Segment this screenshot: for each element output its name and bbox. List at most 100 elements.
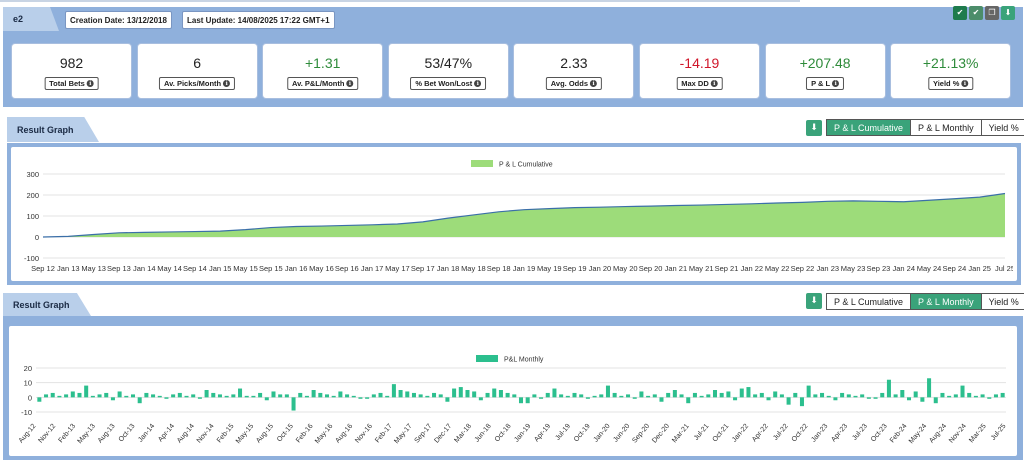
monthly-graph-panel	[3, 316, 1023, 460]
info-icon[interactable]: i	[86, 80, 94, 87]
bar	[920, 397, 925, 402]
bar	[217, 394, 222, 398]
stat-label[interactable]: Av. Picks/Month i	[159, 77, 236, 90]
strategy-name-tab: e2	[3, 7, 59, 31]
x-tick-label: Jan-19	[513, 423, 532, 444]
bar	[960, 385, 965, 398]
bar	[518, 397, 524, 404]
check-icon[interactable]: ✔	[953, 6, 967, 20]
bar	[418, 394, 423, 398]
bar	[44, 394, 49, 398]
y-tick-label: 100	[26, 212, 39, 221]
graph1-view-toggle: P & L Cumulative P & L Monthly Yield %	[826, 119, 1024, 136]
top-divider	[0, 0, 800, 2]
stat-label[interactable]: Total Bets i	[44, 77, 99, 90]
tab-yield[interactable]: Yield %	[981, 294, 1024, 309]
line-series	[42, 192, 1006, 238]
info-icon[interactable]: i	[346, 80, 354, 87]
x-tick-label: Sep 13	[107, 264, 131, 273]
bar	[679, 394, 684, 398]
bar	[605, 385, 610, 398]
x-tick-label: Oct-15	[276, 423, 295, 444]
copy-icon[interactable]: ❐	[985, 6, 999, 20]
bar	[191, 394, 196, 398]
bar	[110, 397, 115, 401]
tab-pl-monthly[interactable]: P & L Monthly	[911, 294, 982, 309]
x-tick-label: Jun-20	[612, 423, 631, 444]
x-tick-label: May 19	[537, 264, 562, 273]
bar	[512, 394, 517, 398]
bar	[324, 394, 330, 398]
bar	[906, 397, 912, 401]
graph2-view-toggle: P & L Cumulative P & L Monthly Yield %	[826, 293, 1024, 310]
tab-yield[interactable]: Yield %	[981, 120, 1024, 135]
tab-pl-cumulative[interactable]: P & L Cumulative	[827, 120, 912, 135]
info-icon[interactable]: i	[590, 80, 598, 87]
stat-card: +21.13% Yield % i	[890, 43, 1012, 99]
info-icon[interactable]: i	[223, 80, 231, 87]
tab-pl-monthly[interactable]: P & L Monthly	[911, 120, 982, 135]
bar	[733, 397, 738, 401]
stat-label-text: Total Bets	[49, 79, 85, 88]
stat-label[interactable]: % Bet Won/Lost i	[410, 77, 487, 90]
x-tick-label: Sep 15	[259, 264, 283, 273]
bar	[947, 395, 952, 398]
bar	[485, 392, 490, 398]
bar	[599, 394, 604, 398]
info-icon[interactable]: i	[832, 80, 840, 87]
download-icon[interactable]: ⬇	[806, 293, 822, 309]
stat-value: 6	[193, 55, 201, 71]
x-tick-label: Jul 25	[995, 264, 1013, 273]
x-tick-label: Jan 20	[589, 264, 612, 273]
stat-label[interactable]: Avg. Odds i	[545, 77, 603, 90]
bar	[505, 392, 510, 398]
check-icon[interactable]: ✔	[969, 6, 983, 20]
result-graph-tab: Result Graph	[3, 293, 91, 316]
bar	[318, 392, 323, 398]
x-tick-label: Jan-14	[137, 423, 156, 444]
x-tick-label: Nov-24	[948, 423, 968, 445]
bar	[860, 394, 865, 398]
download-icon[interactable]: ⬇	[806, 120, 822, 136]
stat-value: +207.48	[799, 55, 851, 71]
bar	[980, 394, 985, 398]
x-tick-label: Oct-13	[118, 423, 137, 444]
bar	[472, 391, 477, 398]
stat-label[interactable]: Av. P&L/Month i	[286, 77, 359, 90]
x-tick-label: May-13	[77, 423, 97, 445]
info-icon[interactable]: i	[474, 80, 482, 87]
bar	[184, 395, 189, 398]
bar	[405, 391, 410, 398]
last-update: Last Update: 14/08/2025 17:22 GMT+1	[182, 11, 335, 29]
bar	[967, 392, 972, 398]
info-icon[interactable]: i	[961, 80, 969, 87]
download-icon[interactable]: ⬇	[1001, 6, 1015, 20]
bar	[84, 385, 89, 398]
x-tick-label: Apr-19	[533, 423, 552, 444]
bar	[224, 395, 229, 398]
x-tick-label: Sep 22	[791, 264, 815, 273]
bar	[706, 394, 711, 398]
bar	[552, 388, 557, 398]
bar	[90, 395, 95, 398]
bar	[425, 395, 430, 398]
bar	[592, 395, 597, 398]
tab-pl-cumulative[interactable]: P & L Cumulative	[827, 294, 912, 309]
stat-label[interactable]: Yield % i	[927, 77, 974, 90]
x-tick-label: Jan-23	[810, 423, 829, 444]
x-tick-label: Jan 13	[57, 264, 80, 273]
bar	[692, 392, 697, 398]
x-tick-label: May 14	[157, 264, 182, 273]
stat-label[interactable]: Max DD i	[676, 77, 723, 90]
bar	[579, 394, 584, 398]
bar	[753, 394, 758, 398]
bar	[927, 378, 932, 398]
info-icon[interactable]: i	[710, 80, 718, 87]
bar	[104, 392, 109, 398]
bar	[238, 388, 243, 398]
x-tick-label: Jan 23	[817, 264, 840, 273]
bar	[893, 394, 898, 398]
x-tick-label: Jan-22	[731, 423, 750, 444]
